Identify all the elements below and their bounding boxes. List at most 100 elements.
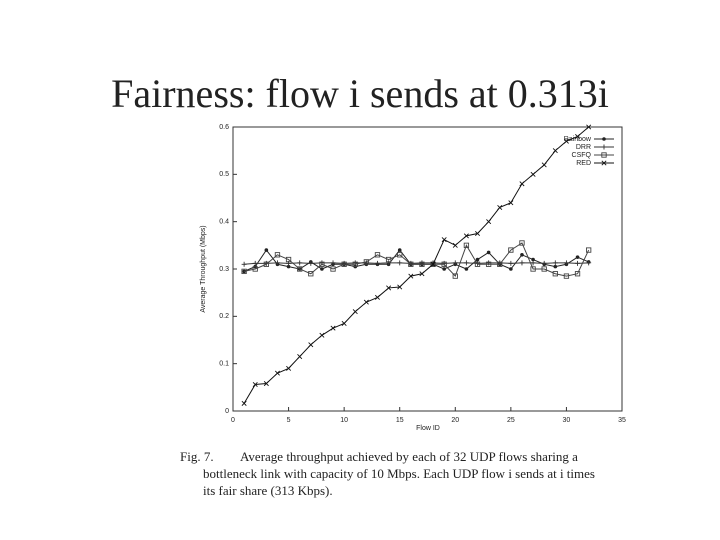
point bbox=[531, 257, 535, 262]
point bbox=[464, 267, 469, 271]
point bbox=[552, 148, 558, 154]
point bbox=[308, 260, 314, 266]
y-tick-label: 0.1 bbox=[219, 361, 229, 368]
legend-marker bbox=[601, 152, 607, 158]
point bbox=[397, 252, 403, 258]
point bbox=[419, 261, 425, 267]
legend-marker bbox=[601, 160, 607, 166]
point bbox=[386, 260, 392, 266]
y-axis-label: Average Throughput (Mbps) bbox=[200, 225, 207, 312]
x-tick-label: 30 bbox=[563, 417, 571, 424]
x-tick-label: 15 bbox=[396, 417, 404, 424]
point bbox=[552, 260, 558, 266]
point bbox=[497, 204, 503, 210]
x-tick-label: 20 bbox=[451, 417, 459, 424]
y-tick-label: 0 bbox=[225, 408, 229, 415]
point bbox=[463, 242, 470, 248]
point bbox=[242, 269, 246, 274]
point bbox=[530, 171, 536, 177]
point bbox=[397, 260, 403, 266]
point bbox=[408, 261, 414, 267]
point bbox=[385, 256, 392, 263]
point bbox=[319, 261, 325, 267]
x-axis-label: Flow ID bbox=[416, 425, 440, 432]
point bbox=[297, 260, 303, 266]
point bbox=[274, 370, 280, 376]
point bbox=[274, 260, 280, 266]
point bbox=[308, 342, 314, 348]
point bbox=[508, 200, 514, 206]
point bbox=[363, 299, 369, 305]
point bbox=[575, 255, 580, 259]
point bbox=[563, 260, 569, 266]
point bbox=[541, 162, 547, 168]
point bbox=[374, 252, 381, 258]
point bbox=[330, 260, 336, 266]
point bbox=[441, 237, 447, 243]
y-tick-label: 0.6 bbox=[219, 124, 229, 131]
point bbox=[586, 260, 592, 266]
legend-marker bbox=[602, 137, 606, 141]
point bbox=[397, 284, 403, 290]
point bbox=[374, 260, 380, 266]
legend-marker bbox=[601, 144, 607, 150]
point bbox=[330, 266, 336, 272]
point bbox=[575, 133, 581, 139]
point bbox=[241, 261, 247, 267]
x-tick-label: 0 bbox=[231, 417, 235, 424]
point bbox=[563, 138, 569, 144]
point bbox=[341, 320, 347, 326]
point bbox=[286, 365, 292, 371]
point bbox=[486, 250, 491, 255]
point bbox=[474, 230, 481, 237]
legend-label: DRR bbox=[576, 144, 591, 151]
point bbox=[252, 266, 258, 272]
slide-title: Fairness: flow i sends at 0.313i bbox=[111, 71, 609, 116]
point bbox=[519, 240, 525, 246]
point bbox=[474, 261, 481, 267]
point bbox=[497, 261, 503, 267]
y-tick-label: 0.2 bbox=[219, 313, 229, 320]
point bbox=[320, 267, 324, 271]
point bbox=[319, 332, 325, 338]
x-tick-label: 35 bbox=[618, 417, 626, 424]
point bbox=[285, 256, 292, 263]
point bbox=[264, 248, 269, 252]
point bbox=[352, 309, 358, 315]
x-tick-label: 10 bbox=[340, 417, 348, 424]
point bbox=[352, 261, 358, 267]
point bbox=[553, 264, 558, 269]
point bbox=[485, 261, 492, 267]
point bbox=[252, 381, 258, 388]
point bbox=[486, 219, 492, 225]
point bbox=[442, 267, 446, 271]
y-tick-label: 0.4 bbox=[219, 219, 229, 226]
point bbox=[519, 260, 525, 266]
point bbox=[263, 381, 269, 387]
point bbox=[419, 271, 425, 277]
point bbox=[452, 260, 458, 266]
caption-line: bottleneck link with capacity of 10 Mbps… bbox=[203, 466, 595, 481]
point bbox=[552, 271, 558, 277]
point bbox=[241, 268, 247, 275]
caption-line: its fair share (313 Kbps). bbox=[203, 483, 333, 498]
point bbox=[586, 247, 592, 253]
point bbox=[463, 233, 469, 239]
point bbox=[452, 242, 458, 248]
point bbox=[297, 354, 303, 360]
x-tick-label: 25 bbox=[507, 417, 515, 424]
point bbox=[397, 248, 402, 252]
y-tick-label: 0.5 bbox=[219, 171, 229, 178]
point bbox=[508, 260, 514, 266]
point bbox=[252, 260, 258, 266]
point bbox=[509, 267, 513, 271]
point bbox=[586, 124, 592, 130]
point bbox=[297, 266, 303, 272]
point bbox=[475, 257, 480, 262]
legend-label: Rainbow bbox=[564, 136, 592, 143]
point bbox=[263, 261, 269, 267]
legend-label: CSFQ bbox=[572, 152, 592, 159]
point bbox=[430, 261, 436, 267]
